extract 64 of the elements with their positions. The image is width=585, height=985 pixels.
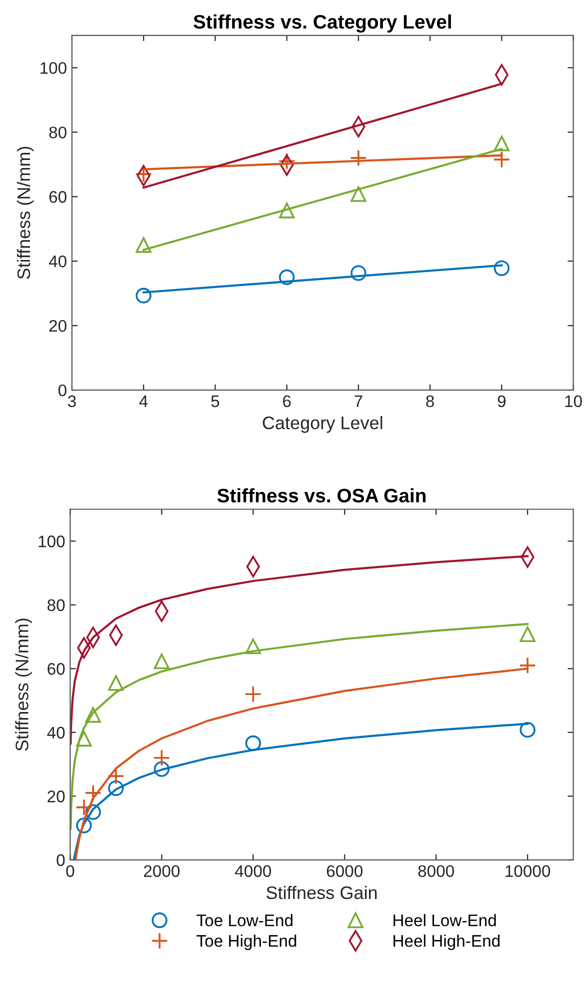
x-tick-label: 4000 (234, 865, 272, 878)
point (494, 260, 510, 276)
x-tick-label: 3 (68, 395, 76, 408)
point (107, 768, 124, 785)
point (153, 749, 170, 766)
x-axis-title: Category Level (262, 416, 382, 433)
point (85, 804, 101, 820)
x-axis-title: Stiffness Gain (266, 886, 377, 900)
point (494, 136, 510, 152)
y-tick-label: 20 (48, 790, 65, 802)
point (84, 784, 102, 802)
point (244, 686, 262, 703)
y-tick-label: 60 (49, 191, 66, 203)
point (245, 735, 261, 752)
x-tick-label: 10 (565, 395, 582, 408)
y-tick-label: 80 (48, 599, 65, 612)
point (520, 626, 536, 642)
legend-label: Toe Low-End (196, 914, 292, 926)
x-tick-label: 4 (139, 396, 148, 407)
x-tick-label: 6000 (326, 865, 363, 878)
y-tick-label: 40 (48, 256, 66, 268)
point (76, 818, 92, 834)
chart-title: Stiffness vs. Category Level (194, 14, 451, 33)
y-tick-label: 80 (49, 126, 66, 138)
point (350, 186, 366, 202)
legend-label: Heel High-End (394, 934, 500, 950)
x-tick-label: 7 (354, 396, 362, 407)
point (85, 707, 101, 723)
x-tick-label: 8000 (418, 865, 454, 878)
y-tick-label: 0 (58, 384, 66, 396)
point (136, 237, 152, 253)
point (519, 656, 536, 674)
y-tick-label: 40 (47, 726, 65, 739)
y-tick-label: 100 (40, 62, 66, 74)
point (76, 730, 92, 747)
x-tick-label: 10000 (506, 865, 550, 878)
y-axis-title: Stiffness (N/mm) (16, 146, 34, 279)
x-tick-label: 0 (66, 865, 74, 878)
point (154, 653, 170, 670)
point (75, 798, 92, 816)
point (245, 638, 261, 654)
x-tick-label: 8 (426, 395, 434, 408)
x-tick-label: 2000 (144, 865, 180, 878)
point (136, 288, 152, 304)
point (108, 780, 124, 796)
y-tick-label: 100 (38, 536, 65, 548)
point (350, 265, 366, 281)
point (278, 152, 296, 170)
y-tick-label: 60 (48, 663, 65, 675)
chart-title: Stiffness vs. OSA Gain (217, 488, 426, 502)
x-tick-label: 9 (498, 395, 506, 408)
legend-label: Toe High-End (196, 934, 296, 950)
point (108, 675, 124, 691)
point (350, 149, 367, 166)
y-tick-label: 0 (56, 854, 65, 866)
point (520, 722, 536, 738)
point (278, 202, 295, 218)
y-tick-label: 20 (49, 320, 66, 332)
x-tick-label: 5 (211, 396, 220, 408)
legend-label: Heel Low-End (394, 914, 496, 926)
point (278, 269, 295, 286)
point (154, 761, 170, 777)
x-tick-label: 6 (283, 395, 291, 408)
y-axis-title: Stiffness (N/mm) (15, 618, 32, 751)
